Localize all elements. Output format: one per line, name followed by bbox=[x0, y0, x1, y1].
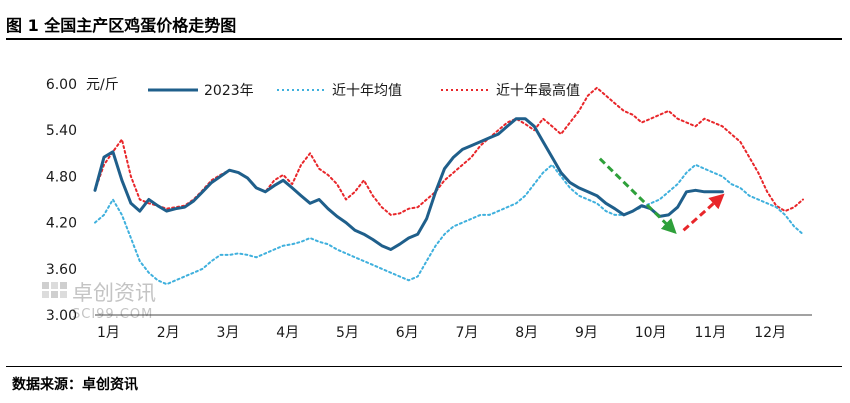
x-tick-label: 6月 bbox=[396, 325, 419, 341]
legend-label-avg: 近十年均值 bbox=[332, 83, 402, 99]
y-tick-label: 4.20 bbox=[46, 216, 77, 232]
watermark-brand: 卓创资讯 bbox=[72, 281, 156, 305]
legend-item-max: 近十年最高值 bbox=[441, 82, 580, 99]
footer-rule bbox=[6, 366, 842, 367]
x-tick-label: 4月 bbox=[276, 325, 299, 341]
legend-label-max: 近十年最高值 bbox=[496, 82, 580, 99]
series-layer bbox=[93, 86, 804, 286]
annotations bbox=[598, 157, 725, 234]
x-tick-label: 12月 bbox=[754, 325, 786, 341]
y-axis-ticks: 3.00 3.60 4.20 4.80 5.40 6.00 bbox=[46, 77, 77, 324]
y-tick-label: 3.60 bbox=[46, 262, 77, 278]
x-tick-label: 8月 bbox=[515, 325, 538, 341]
series-line-1 bbox=[94, 163, 804, 286]
y-tick-label: 6.00 bbox=[46, 77, 77, 93]
series-line-2 bbox=[94, 86, 804, 216]
y-tick-label: 5.40 bbox=[46, 123, 77, 139]
watermark: 卓创资讯 SCI99.COM bbox=[42, 281, 156, 322]
legend-label-2023: 2023年 bbox=[204, 83, 254, 99]
x-axis: 1月 2月 3月 4月 5月 6月 7月 8月 9月 10月 11月 12月 bbox=[95, 314, 812, 341]
watermark-logo-icon bbox=[42, 282, 67, 298]
legend-item-avg: 近十年均值 bbox=[277, 83, 402, 99]
x-tick-label: 10月 bbox=[635, 325, 667, 341]
data-source: 数据来源：卓创资讯 bbox=[12, 377, 138, 393]
trend-arrow-down bbox=[598, 157, 677, 234]
y-tick-label: 4.80 bbox=[46, 169, 77, 185]
x-tick-label: 7月 bbox=[456, 325, 479, 341]
x-tick-label: 2月 bbox=[157, 325, 180, 341]
legend-item-2023: 2023年 bbox=[148, 83, 254, 99]
x-tick-label: 1月 bbox=[97, 325, 120, 341]
y-axis-unit: 元/斤 bbox=[86, 77, 119, 93]
x-tick-label: 11月 bbox=[695, 325, 727, 341]
series-line-0 bbox=[93, 117, 724, 251]
x-tick-label: 3月 bbox=[217, 325, 240, 341]
x-tick-label: 9月 bbox=[575, 325, 598, 341]
x-tick-label: 5月 bbox=[336, 325, 359, 341]
chart-title: 图 1 全国主产区鸡蛋价格走势图 bbox=[6, 16, 237, 35]
title-rule bbox=[6, 38, 842, 40]
y-tick-label: 3.00 bbox=[46, 308, 77, 324]
legend: 2023年 近十年均值 近十年最高值 bbox=[148, 82, 580, 99]
trend-arrow-up bbox=[682, 193, 725, 232]
